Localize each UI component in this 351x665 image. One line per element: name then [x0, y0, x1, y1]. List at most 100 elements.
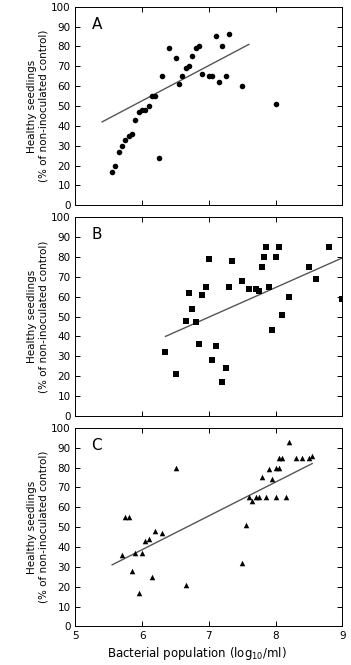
Point: [176, 78, 181, 89]
Point: [133, 547, 138, 558]
Point: [196, 339, 201, 350]
Point: [263, 241, 268, 252]
Point: [153, 526, 158, 537]
Point: [199, 69, 205, 80]
Point: [253, 283, 258, 294]
Point: [129, 128, 135, 139]
Point: [239, 557, 245, 568]
Point: [313, 273, 318, 284]
Point: [173, 369, 178, 380]
Point: [259, 472, 265, 483]
Point: [273, 492, 278, 503]
Point: [122, 134, 128, 145]
Point: [283, 492, 289, 503]
Point: [183, 315, 188, 326]
Point: [263, 492, 268, 503]
Point: [139, 104, 145, 115]
Point: [226, 29, 232, 40]
Point: [273, 251, 278, 262]
Y-axis label: Healthy seedlings
(% of non-inoculated control): Healthy seedlings (% of non-inoculated c…: [27, 451, 48, 603]
Point: [139, 547, 145, 558]
Point: [136, 106, 141, 117]
Point: [203, 281, 208, 292]
Point: [230, 255, 235, 266]
Point: [173, 462, 178, 473]
Point: [279, 309, 285, 320]
Point: [159, 71, 165, 82]
Point: [199, 289, 205, 300]
Point: [223, 71, 228, 82]
Point: [126, 130, 132, 141]
Point: [213, 341, 218, 352]
Point: [206, 71, 212, 82]
Point: [146, 534, 152, 545]
Point: [310, 450, 315, 461]
Point: [246, 492, 252, 503]
Point: [276, 452, 282, 463]
Point: [253, 492, 258, 503]
Point: [193, 317, 198, 328]
Point: [239, 275, 245, 286]
Point: [226, 281, 232, 292]
Point: [343, 226, 348, 237]
Point: [183, 579, 188, 590]
Point: [119, 140, 125, 151]
Text: A: A: [92, 17, 102, 31]
Text: B: B: [92, 227, 102, 242]
Point: [216, 77, 222, 88]
Point: [186, 61, 192, 72]
Point: [270, 325, 275, 336]
Point: [286, 436, 292, 447]
Point: [150, 571, 155, 582]
Point: [179, 71, 185, 82]
Point: [261, 251, 266, 262]
Point: [113, 160, 118, 171]
Point: [209, 71, 215, 82]
Point: [266, 464, 272, 475]
Point: [299, 452, 305, 463]
Point: [189, 51, 195, 62]
Point: [286, 291, 292, 302]
Point: [209, 355, 215, 366]
Point: [246, 283, 252, 294]
Point: [143, 536, 148, 547]
Point: [270, 474, 275, 485]
Point: [273, 462, 278, 473]
Point: [146, 100, 152, 111]
Point: [116, 146, 121, 157]
Point: [249, 496, 255, 507]
Point: [159, 528, 165, 539]
Point: [129, 565, 135, 576]
Point: [219, 41, 225, 52]
Point: [276, 462, 282, 473]
Point: [136, 587, 141, 598]
Point: [183, 63, 188, 74]
Point: [173, 53, 178, 64]
Point: [196, 41, 201, 52]
Point: [189, 303, 195, 314]
Point: [122, 512, 128, 523]
Point: [273, 98, 278, 109]
Point: [166, 43, 172, 54]
Point: [239, 80, 245, 91]
Point: [276, 241, 282, 252]
Point: [143, 104, 148, 115]
Text: C: C: [92, 438, 102, 453]
Point: [150, 90, 155, 101]
Point: [293, 452, 298, 463]
Point: [133, 114, 138, 125]
Point: [206, 253, 212, 264]
Text: Bacterial population (log$_{10}$/ml): Bacterial population (log$_{10}$/ml): [107, 644, 286, 662]
Point: [306, 261, 312, 272]
Y-axis label: Healthy seedlings
(% of non-inoculated control): Healthy seedlings (% of non-inoculated c…: [27, 240, 48, 393]
Point: [186, 287, 192, 298]
Point: [119, 549, 125, 560]
Point: [153, 90, 158, 101]
Point: [213, 31, 218, 42]
Point: [256, 492, 261, 503]
Point: [339, 293, 345, 304]
Point: [219, 377, 225, 388]
Point: [223, 363, 228, 374]
Point: [126, 512, 132, 523]
Y-axis label: Healthy seedlings
(% of non-inoculated control): Healthy seedlings (% of non-inoculated c…: [27, 30, 48, 182]
